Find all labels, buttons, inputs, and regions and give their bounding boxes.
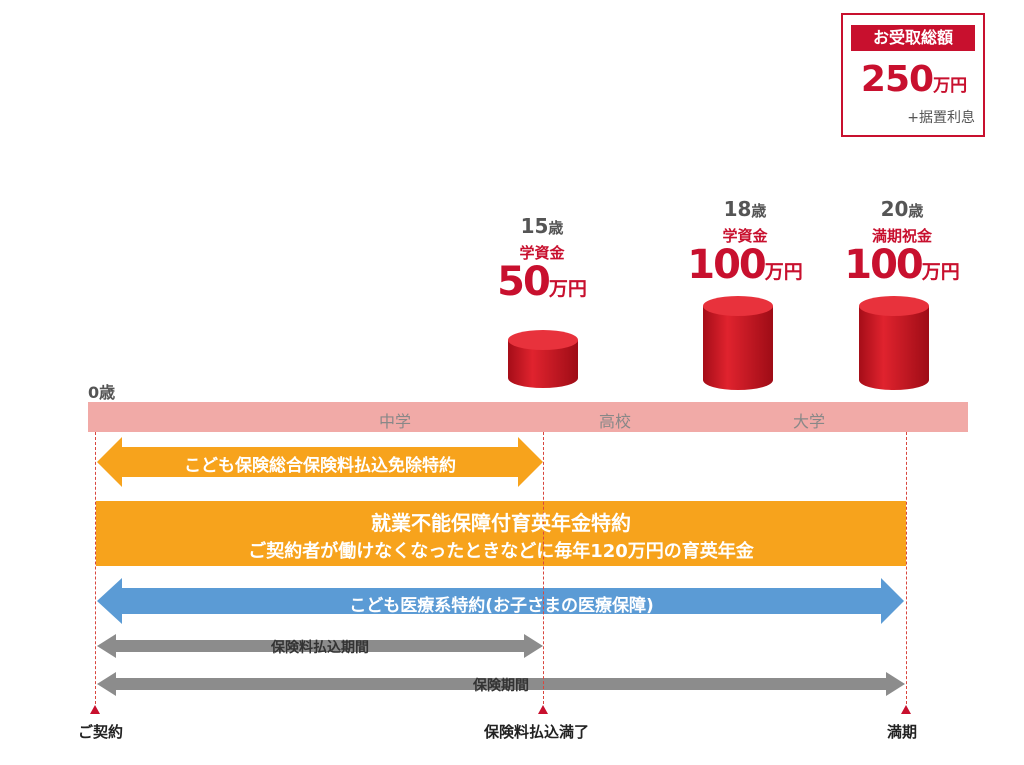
annuity-title: 就業不能保障付育英年金特約 xyxy=(371,511,631,535)
contract-dashed-line xyxy=(95,432,96,704)
annuity-band xyxy=(96,501,906,566)
milestone-18: 18歳 学資金 100万円 xyxy=(680,197,810,288)
total-receipt-label: お受取総額 xyxy=(851,25,975,51)
payment-end-marker-icon xyxy=(538,705,548,714)
total-receipt-box: お受取総額 250万円 +据置利息 xyxy=(841,13,985,137)
milestone-label: 満期祝金 xyxy=(871,227,932,245)
milestone-amount: 100万円 xyxy=(687,242,803,288)
milestone-age: 20歳 xyxy=(880,197,924,221)
milestone-15: 15歳 学資金 50万円 xyxy=(487,214,597,305)
start-age-label: 0歳 xyxy=(88,383,116,402)
milestone-amount: 100万円 xyxy=(844,242,960,288)
contract-marker-icon xyxy=(90,705,100,714)
total-amount-unit: 万円 xyxy=(933,76,968,96)
stage-high-school: 高校 xyxy=(599,412,632,431)
annuity-subtitle: ご契約者が働けなくなったときなどに毎年120万円の育英年金 xyxy=(248,541,754,562)
money-cylinder-50 xyxy=(508,330,578,388)
milestone-label: 学資金 xyxy=(519,244,565,262)
stage-university: 大学 xyxy=(793,412,826,431)
milestone-20: 20歳 満期祝金 100万円 xyxy=(837,197,967,288)
maturity-marker-icon xyxy=(901,705,911,714)
medical-arrow xyxy=(97,578,904,624)
total-amount-number: 250 xyxy=(860,59,934,100)
payment-period-text: 保険料払込期間 xyxy=(271,640,369,656)
coverage-period-arrow xyxy=(97,672,905,696)
payment-end-dashed-line xyxy=(543,432,544,704)
timeline-bar: 中学 高校 大学 xyxy=(88,402,968,432)
coverage-period-text: 保険期間 xyxy=(473,678,529,694)
premium-waiver-arrow xyxy=(97,437,543,487)
milestone-amount: 50万円 xyxy=(497,259,587,305)
maturity-dashed-line xyxy=(906,432,907,704)
total-receipt-amount: 250万円 xyxy=(849,59,979,100)
maturity-label: 満期 xyxy=(887,723,918,741)
stage-junior-high: 中学 xyxy=(379,412,412,431)
milestone-age: 18歳 xyxy=(723,197,767,221)
money-cylinder-100-age18 xyxy=(703,296,773,390)
payment-period-arrow xyxy=(97,634,543,658)
premium-waiver-text: こども保険総合保険料払込免除特約 xyxy=(184,456,456,476)
milestone-age: 15歳 xyxy=(520,214,564,238)
total-receipt-note: +据置利息 xyxy=(907,110,975,126)
money-cylinder-100-age20 xyxy=(859,296,929,390)
medical-text: こども医療系特約(お子さまの医療保障) xyxy=(349,596,654,616)
payment-end-label: 保険料払込満了 xyxy=(484,723,590,741)
milestone-label: 学資金 xyxy=(722,227,768,245)
contract-label: ご契約 xyxy=(78,723,124,741)
